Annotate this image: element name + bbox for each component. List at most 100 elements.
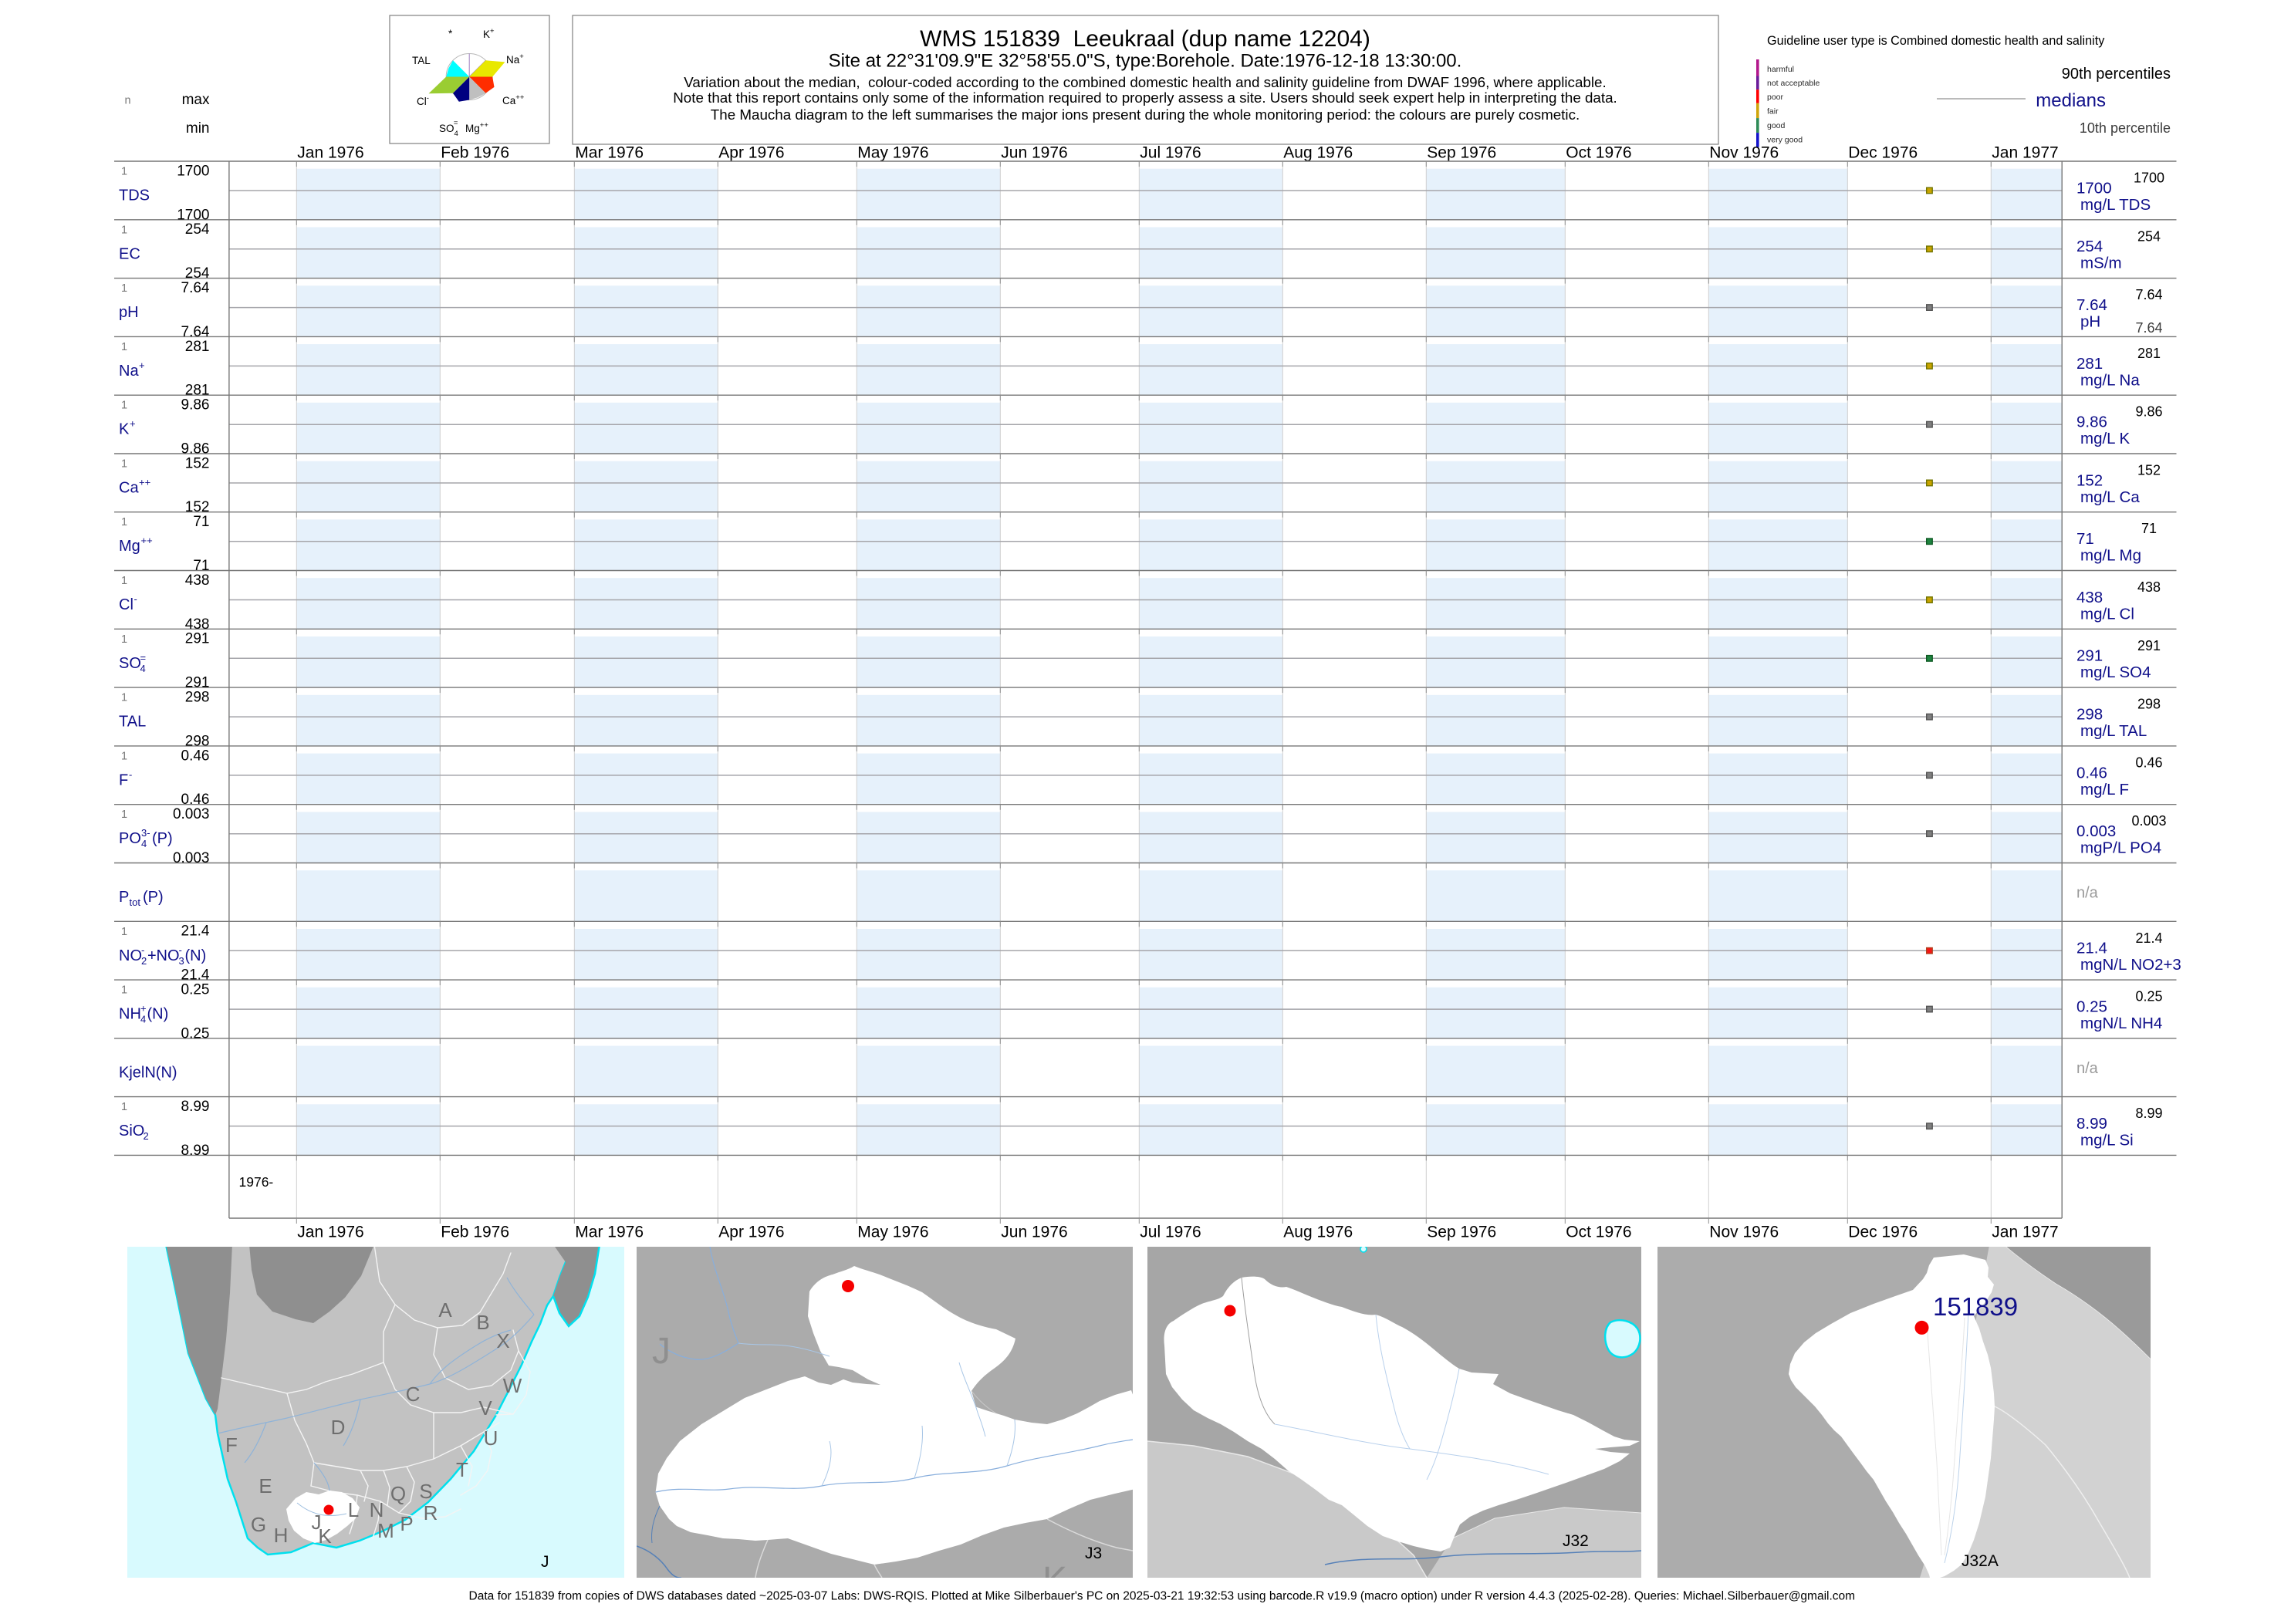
svg-text:PO: PO [119, 830, 141, 847]
svg-text:Guideline user type is Combine: Guideline user type is Combined domestic… [1767, 34, 2105, 48]
svg-text:mgN/L NO2+3: mgN/L NO2+3 [2080, 956, 2181, 974]
svg-text:1: 1 [121, 692, 127, 704]
svg-text:X: X [496, 1329, 509, 1352]
svg-text:21.4: 21.4 [2135, 930, 2162, 946]
svg-text:Mar 1976: Mar 1976 [575, 1224, 644, 1241]
svg-text:3: 3 [179, 955, 184, 967]
svg-text:K: K [119, 421, 130, 438]
svg-text:0.003: 0.003 [2131, 813, 2166, 829]
svg-text:SO: SO [119, 655, 141, 672]
svg-text:very good: very good [1767, 136, 1803, 145]
svg-text:NH: NH [119, 1006, 141, 1023]
svg-text:mS/m: mS/m [2080, 255, 2122, 272]
svg-text:1700: 1700 [177, 207, 209, 223]
svg-text:1: 1 [121, 633, 127, 646]
svg-text:M: M [377, 1519, 394, 1542]
svg-text:0.25: 0.25 [181, 1025, 210, 1042]
svg-text:Aug 1976: Aug 1976 [1283, 1224, 1353, 1241]
svg-text:poor: poor [1767, 93, 1784, 102]
svg-text:++: ++ [141, 535, 153, 546]
svg-text:1: 1 [121, 516, 127, 528]
svg-text:-: - [129, 768, 132, 780]
svg-text:mg/L Cl: mg/L Cl [2080, 605, 2134, 623]
svg-text:Cl-: Cl- [417, 94, 429, 107]
svg-text:mg/L Ca: mg/L Ca [2080, 488, 2140, 506]
svg-text:+: + [140, 1003, 147, 1015]
svg-text:mg/L Na: mg/L Na [2080, 371, 2140, 389]
svg-text:-: - [179, 944, 182, 956]
svg-text:W: W [503, 1374, 522, 1397]
svg-text:S: S [419, 1480, 432, 1503]
svg-text:V: V [478, 1396, 492, 1420]
svg-text:291: 291 [2076, 647, 2103, 665]
svg-text:0.25: 0.25 [181, 982, 210, 998]
svg-text:*: * [448, 28, 453, 39]
svg-text:Cl: Cl [119, 596, 133, 613]
svg-text:0.003: 0.003 [173, 850, 210, 866]
svg-text:mg/L F: mg/L F [2080, 781, 2129, 798]
svg-text:151839: 151839 [1933, 1292, 2018, 1321]
svg-text:90th percentiles: 90th percentiles [2062, 66, 2171, 83]
svg-text:TAL: TAL [412, 55, 431, 66]
svg-text:1: 1 [121, 224, 127, 236]
svg-text:B: B [476, 1311, 489, 1334]
svg-text:J: J [312, 1511, 322, 1534]
svg-text:J: J [652, 1331, 671, 1372]
svg-text:Jan 1976: Jan 1976 [297, 144, 363, 162]
svg-text:1: 1 [121, 282, 127, 295]
svg-text:mg/L Si: mg/L Si [2080, 1132, 2134, 1150]
svg-text:291: 291 [2137, 638, 2161, 653]
svg-text:Feb 1976: Feb 1976 [441, 1224, 509, 1241]
svg-text:N: N [370, 1498, 384, 1521]
svg-text:fair: fair [1767, 107, 1779, 116]
svg-text:Ca: Ca [119, 480, 139, 497]
svg-text:Site at 22°31'09.9"E 32°58'55.: Site at 22°31'09.9"E 32°58'55.0"S, type:… [829, 50, 1462, 71]
svg-text:21.4: 21.4 [181, 923, 210, 940]
svg-text:1: 1 [121, 809, 127, 821]
svg-text:NO: NO [119, 947, 142, 964]
svg-text:1: 1 [121, 1101, 127, 1113]
svg-text:4: 4 [140, 663, 146, 674]
svg-text:Jan 1977: Jan 1977 [1992, 1224, 2058, 1241]
svg-text:(N): (N) [185, 947, 207, 964]
svg-text:Na: Na [119, 363, 139, 380]
svg-text:281: 281 [185, 339, 210, 355]
svg-text:Note that this report contains: Note that this report contains only some… [673, 89, 1617, 106]
svg-text:F: F [225, 1433, 238, 1457]
svg-text:mg/L SO4: mg/L SO4 [2080, 663, 2151, 681]
svg-text:mg/L TAL: mg/L TAL [2080, 722, 2147, 740]
svg-text:G: G [251, 1513, 266, 1536]
svg-text:R: R [424, 1501, 438, 1524]
svg-text:Dec 1976: Dec 1976 [1848, 1224, 1918, 1241]
svg-text:254: 254 [2076, 238, 2103, 255]
svg-text:Data for 151839 from copies of: Data for 151839 from copies of DWS datab… [469, 1590, 1856, 1603]
svg-text:J32A: J32A [1962, 1552, 1999, 1570]
svg-text:8.99: 8.99 [181, 1143, 210, 1159]
svg-text:1: 1 [121, 750, 127, 762]
svg-text:T: T [456, 1458, 468, 1481]
svg-text:NO: NO [157, 947, 180, 964]
svg-text:tot: tot [130, 896, 141, 908]
svg-text:min: min [186, 120, 210, 137]
svg-text:The Maucha diagram to the left: The Maucha diagram to the left summarise… [711, 106, 1580, 123]
svg-text:291: 291 [185, 675, 210, 691]
svg-text:254: 254 [185, 221, 210, 238]
svg-text:Aug 1976: Aug 1976 [1283, 144, 1353, 162]
svg-text:2: 2 [144, 1130, 149, 1142]
svg-text:1: 1 [121, 166, 127, 178]
svg-text:+: + [139, 360, 145, 371]
svg-text:TAL: TAL [119, 714, 146, 731]
svg-text:Jul 1976: Jul 1976 [1140, 1224, 1201, 1241]
svg-text:Nov 1976: Nov 1976 [1709, 144, 1779, 162]
svg-text:0.25: 0.25 [2076, 998, 2107, 1016]
svg-text:(P): (P) [143, 889, 164, 906]
svg-text:Jun 1976: Jun 1976 [1001, 144, 1067, 162]
svg-text:-: - [141, 944, 144, 956]
svg-text:298: 298 [185, 733, 210, 749]
svg-text:8.99: 8.99 [2135, 1106, 2162, 1121]
svg-text:8.99: 8.99 [2076, 1115, 2107, 1133]
svg-text:9.86: 9.86 [2076, 414, 2107, 431]
svg-text:C: C [406, 1383, 421, 1406]
svg-text:71: 71 [193, 558, 209, 574]
svg-text:152: 152 [2076, 471, 2103, 489]
